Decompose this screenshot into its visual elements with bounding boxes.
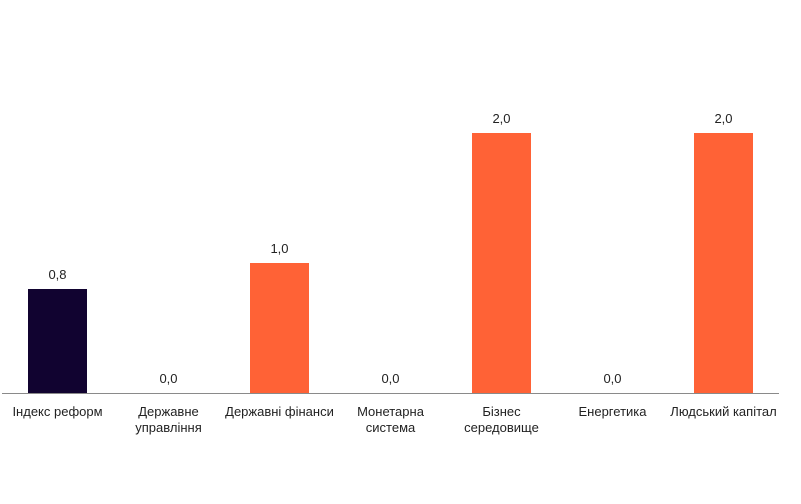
value-label-3: 0,0 xyxy=(381,371,399,386)
category-label-0-line-0: Індекс реформ xyxy=(12,404,102,419)
category-label-0: Індекс реформ xyxy=(12,404,102,419)
category-label-3-line-1: система xyxy=(366,420,416,435)
bar-6 xyxy=(694,133,753,393)
value-label-5: 0,0 xyxy=(603,371,621,386)
category-label-5-line-0: Енергетика xyxy=(579,404,648,419)
bar-2 xyxy=(250,263,309,393)
value-label-0: 0,8 xyxy=(48,267,66,282)
bars-group xyxy=(28,133,753,393)
value-label-2: 1,0 xyxy=(270,241,288,256)
value-labels-group: 0,8 0,0 1,0 0,0 2,0 0,0 2,0 xyxy=(48,111,732,386)
category-label-3: Монетарна система xyxy=(357,404,425,435)
value-label-4: 2,0 xyxy=(492,111,510,126)
category-label-6: Людський капітал xyxy=(670,404,776,419)
category-label-5: Енергетика xyxy=(579,404,648,419)
value-label-6: 2,0 xyxy=(714,111,732,126)
bar-0 xyxy=(28,289,87,393)
category-label-1: Державне управління xyxy=(135,404,201,435)
category-label-2-line-0: Державні фінанси xyxy=(225,404,334,419)
category-label-3-line-0: Монетарна xyxy=(357,404,425,419)
bar-4 xyxy=(472,133,531,393)
value-label-1: 0,0 xyxy=(159,371,177,386)
category-label-4: Бізнес середовище xyxy=(464,404,539,435)
category-labels-group: Індекс реформ Державне управління Державні … xyxy=(12,404,776,435)
category-label-1-line-0: Державне xyxy=(138,404,199,419)
category-label-1-line-1: управління xyxy=(135,420,201,435)
category-label-4-line-0: Бізнес xyxy=(482,404,521,419)
category-label-6-line-0: Людський капітал xyxy=(670,404,776,419)
category-label-4-line-1: середовище xyxy=(464,420,539,435)
category-label-2: Державні фінанси xyxy=(225,404,334,419)
